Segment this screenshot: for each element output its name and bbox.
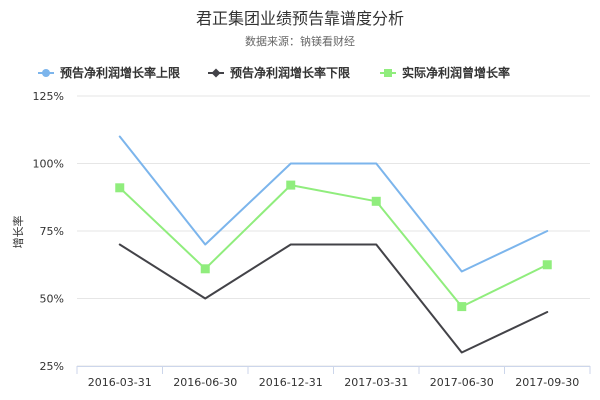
y-tick-label: 25% bbox=[40, 360, 64, 373]
x-tick-label: 2016-06-30 bbox=[173, 376, 237, 389]
grid bbox=[77, 95, 590, 367]
legend-marker bbox=[384, 69, 392, 77]
data-point[interactable] bbox=[457, 302, 467, 312]
x-tick-label: 2017-09-30 bbox=[515, 376, 579, 389]
data-point[interactable] bbox=[542, 260, 552, 270]
legend-item[interactable]: 预告净利润增长率上限 bbox=[38, 65, 180, 80]
series-1 bbox=[118, 135, 549, 273]
x-tick-label: 2017-03-31 bbox=[344, 376, 408, 389]
y-tick-label: 100% bbox=[33, 158, 64, 171]
series-3 bbox=[115, 180, 552, 312]
x-tick-label: 2017-06-30 bbox=[430, 376, 494, 389]
series-2 bbox=[118, 243, 549, 354]
legend-item[interactable]: 预告净利润增长率下限 bbox=[208, 65, 350, 80]
y-tick-label: 50% bbox=[40, 293, 64, 306]
series-line bbox=[118, 243, 549, 354]
x-tick-label: 2016-03-31 bbox=[88, 376, 152, 389]
legend-marker bbox=[211, 68, 221, 78]
data-point[interactable] bbox=[371, 196, 381, 206]
y-axis-label: 增长率 bbox=[11, 216, 25, 249]
x-tick-label: 2016-12-31 bbox=[259, 376, 323, 389]
series-line bbox=[118, 135, 549, 273]
chart-title: 君正集团业绩预告靠谱度分析 bbox=[196, 9, 404, 28]
legend-label: 预告净利润增长率下限 bbox=[230, 65, 350, 80]
data-point[interactable] bbox=[200, 264, 210, 274]
series-group bbox=[115, 135, 552, 354]
axes: 25% 50% 75% 100% 125% 2016-03-31 2016-06-30 201… bbox=[33, 90, 591, 389]
legend-label: 预告净利润增长率上限 bbox=[60, 65, 180, 80]
legend[interactable]: 预告净利润增长率上限 预告净利润增长率下限 实际净利润曾增长率 bbox=[38, 65, 510, 80]
series-line bbox=[118, 184, 549, 308]
legend-marker bbox=[42, 69, 50, 77]
data-point[interactable] bbox=[286, 180, 296, 190]
chart-subtitle: 数据来源：钠镁看财经 bbox=[245, 34, 355, 48]
legend-label: 实际净利润曾增长率 bbox=[402, 65, 510, 80]
y-tick-label: 125% bbox=[33, 90, 64, 103]
y-tick-label: 75% bbox=[40, 225, 64, 238]
legend-item[interactable]: 实际净利润曾增长率 bbox=[380, 65, 510, 80]
data-point[interactable] bbox=[115, 183, 125, 193]
